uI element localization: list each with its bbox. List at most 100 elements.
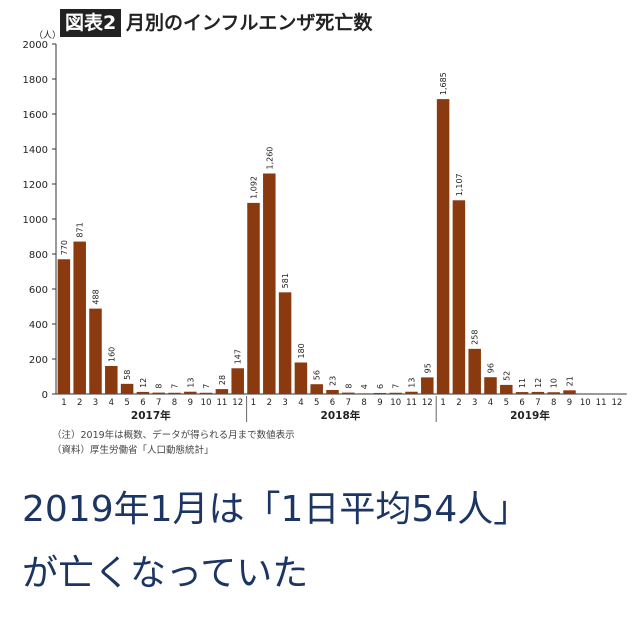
month-tick-label: 8 [172, 398, 177, 408]
month-tick-label: 11 [596, 398, 607, 408]
y-tick-label: 2000 [23, 40, 48, 51]
y-tick-label: 600 [29, 285, 48, 296]
y-tick-label: 800 [29, 250, 48, 261]
bar-value-label: 1,685 [439, 72, 448, 95]
bar-value-label: 21 [566, 376, 575, 386]
bar-2018年-10 [389, 392, 402, 394]
month-tick-label: 3 [282, 398, 287, 408]
y-tick-label: 200 [29, 355, 48, 366]
month-tick-label: 7 [535, 398, 540, 408]
month-tick-label: 1 [61, 398, 66, 408]
y-tick-label: 1000 [23, 215, 48, 226]
year-label: 2017年 [131, 409, 171, 422]
bar-value-label: 95 [423, 363, 432, 373]
bar-value-label: 871 [76, 222, 85, 237]
bar-2017年-5 [120, 383, 134, 394]
bar-value-label: 160 [107, 347, 116, 362]
year-label: 2019年 [510, 409, 550, 422]
bar-2019年-7 [531, 391, 545, 394]
bar-chart: （人） 0 200 400 600 800 1000 1200 1400 1600 1800 2000… [23, 30, 627, 422]
bar-2018年-6 [326, 389, 339, 394]
bar-2019年-8 [547, 392, 560, 394]
month-tick-label: 10 [201, 398, 212, 408]
month-tick-label: 10 [390, 398, 401, 408]
y-tick-label: 0 [42, 390, 48, 401]
chart-figure: 図表2 月別のインフルエンザ死亡数 （人） 0 200 400 600 800 1000 12… [23, 9, 627, 458]
bar-2019年-9 [563, 390, 576, 394]
y-tick-label: 1600 [23, 110, 48, 121]
month-tick-label: 12 [611, 398, 622, 408]
y-axis-unit: （人） [34, 30, 61, 41]
month-tick-label: 9 [188, 398, 193, 408]
bar-2017年-3 [89, 308, 102, 394]
article-headline: 2019年1月は「1日平均54人」 が亡くなっていた [22, 478, 622, 606]
month-tick-label: 1 [440, 398, 445, 408]
bar-2018年-9 [373, 392, 387, 394]
bar-value-label: 258 [471, 330, 480, 345]
month-tick-label: 2 [77, 398, 82, 408]
bar-2017年-2 [73, 241, 86, 394]
bar-value-label: 52 [502, 371, 511, 381]
month-tick-label: 11 [216, 398, 227, 408]
month-tick-label: 12 [232, 398, 243, 408]
bar-value-label: 7 [171, 384, 180, 389]
bar-2018年-11 [405, 391, 418, 394]
bar-value-label: 13 [408, 378, 417, 388]
year-label: 2018年 [321, 409, 361, 422]
month-tick-label: 7 [346, 398, 351, 408]
bar-2017年-4 [105, 366, 118, 394]
month-tick-label: 9 [377, 398, 382, 408]
bar-2018年-2 [263, 173, 276, 394]
bar-2018年-5 [310, 384, 323, 394]
month-tick-label: 6 [330, 398, 335, 408]
chart-notes: （注）2019年は概数、データが得られる月まで数値表示 （資料）厚生労働省「人口… [52, 428, 295, 458]
bar-2018年-4 [294, 362, 308, 394]
y-tick-label: 1200 [23, 180, 48, 191]
bar-value-label: 488 [92, 289, 101, 304]
chart-title: 月別のインフルエンザ死亡数 [126, 12, 373, 34]
bar-2018年-7 [342, 392, 355, 394]
month-tick-label: 8 [361, 398, 366, 408]
bar-2017年-10 [199, 392, 213, 394]
month-tick-label: 8 [551, 398, 556, 408]
month-tick-label: 4 [488, 398, 493, 408]
month-tick-label: 11 [406, 398, 417, 408]
y-tick-label: 400 [29, 320, 48, 331]
month-tick-label: 6 [140, 398, 145, 408]
bar-2017年-12 [231, 368, 244, 394]
bar-2018年-12 [421, 377, 434, 394]
month-tick-label: 4 [298, 398, 303, 408]
bar-value-label: 8 [344, 384, 353, 389]
bar-2019年-4 [484, 377, 497, 394]
note-source: （資料）厚生労働省「人口動態統計」 [52, 445, 214, 456]
bar-value-label: 10 [550, 378, 559, 388]
bar-value-label: 770 [60, 240, 69, 255]
month-tick-label: 3 [93, 398, 98, 408]
bar-2017年-8 [168, 392, 181, 394]
bar-value-label: 1,260 [265, 147, 274, 170]
bar-2019年-6 [515, 392, 529, 394]
bar-value-label: 7 [392, 384, 401, 389]
month-tick-label: 5 [504, 398, 509, 408]
month-tick-label: 7 [156, 398, 161, 408]
month-tick-label: 2 [456, 398, 461, 408]
bar-value-label: 23 [329, 376, 338, 386]
note-estimate: （注）2019年は概数、データが得られる月まで数値表示 [52, 430, 295, 441]
headline-line-2: が亡くなっていた [22, 553, 309, 594]
month-tick-label: 3 [472, 398, 477, 408]
month-tick-label: 10 [580, 398, 591, 408]
headline-line-1: 2019年1月は「1日平均54人」 [22, 489, 530, 530]
month-tick-label: 5 [314, 398, 319, 408]
y-tick-label: 1800 [23, 75, 48, 86]
bar-2017年-11 [215, 389, 229, 394]
bar-2018年-1 [247, 202, 260, 394]
y-tick-label: 1400 [23, 145, 48, 156]
bar-2017年-1 [57, 259, 71, 394]
bar-2019年-2 [452, 200, 466, 394]
bar-value-label: 1,107 [455, 173, 464, 196]
figure-badge: 図表2 [60, 9, 122, 37]
bar-2017年-9 [184, 391, 197, 394]
bar-2017年-7 [152, 392, 165, 394]
bar-value-label: 56 [313, 370, 322, 380]
bar-2018年-3 [278, 292, 292, 394]
